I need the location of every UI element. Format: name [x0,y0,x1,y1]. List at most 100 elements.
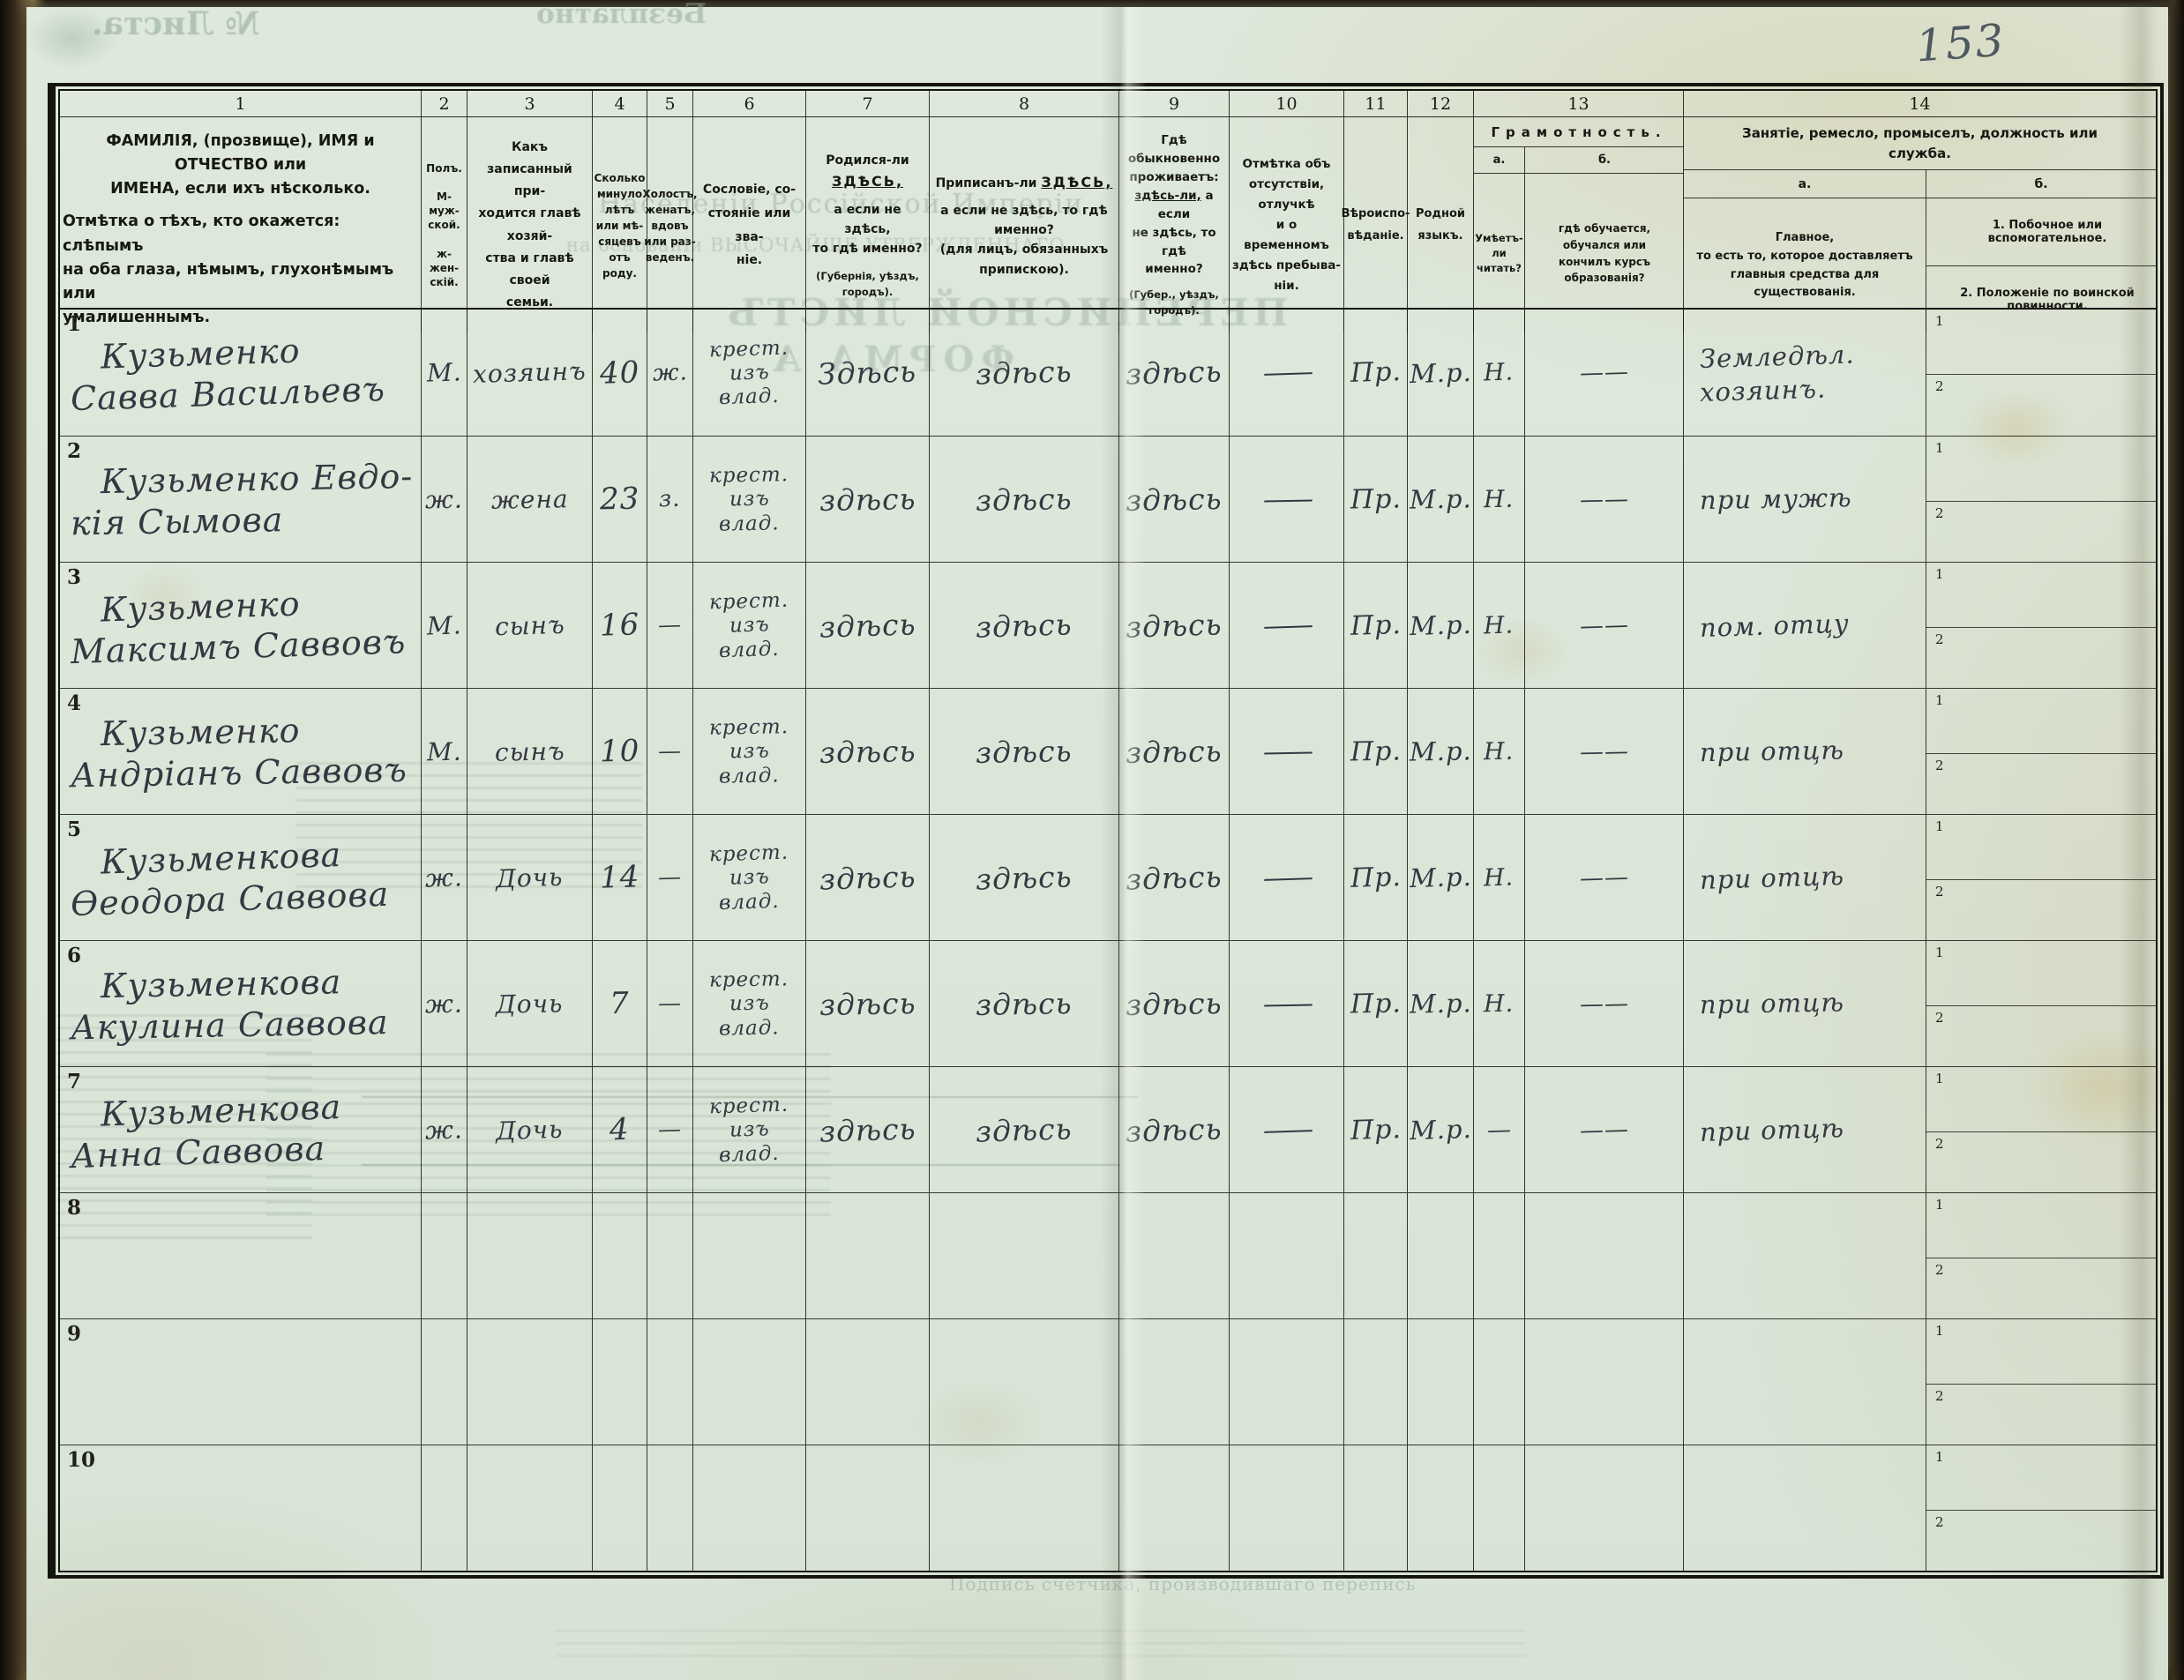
cell-language: М.р. [1408,815,1474,940]
entry-name-line2: Акулина Саввова [70,1002,389,1048]
secondary-occupation-subcell: 1 [1926,563,2156,628]
row-number: 5 [67,818,82,841]
col-number: 8 [930,91,1119,116]
header-occupation-b: б. [1926,170,2156,198]
header-residence-a: Гдѣ обыкновенно проживаетъ: [1127,133,1221,184]
military-status-subcell: 2 [1926,502,2156,562]
header-occupation-secondary: 1. Побочное или вспомогательное. 2. Поло… [1926,198,2156,333]
cell-registration: здѣсь [930,310,1119,436]
cell-relation: Дочь [467,1067,593,1192]
header-residence-d: (Губер., уѣздъ, городъ). [1129,288,1219,317]
cell-religion [1344,1193,1408,1318]
paper-stain [2029,1030,2179,1145]
header-literacy-title: Грамотность. [1474,117,1684,147]
cell-occupation-secondary: 1 2 [1926,310,2156,436]
cell-literacy-read [1474,1193,1525,1318]
cell-relation [467,1319,593,1445]
col-number: 1 [60,91,422,116]
subcell-label-1: 1 [1935,440,1944,456]
bleed-line [362,1096,1138,1098]
cell-age: 10 [593,689,647,814]
bleedthrough-free-label: Безплатно [536,0,707,30]
cell-registration [930,1193,1119,1318]
cell-language: М.р. [1408,437,1474,562]
cell-absence [1230,1319,1344,1445]
cell-sex: М. [422,310,467,436]
cell-name: 5 Кузьменкова Ѳеодора Саввова [60,815,422,940]
header-marital: Холостъ, женатъ, вдовъ или раз- веденъ. [642,117,698,333]
header-absence: Отмѣтка объ отсутствіи, отлучкѣ и о врем… [1230,117,1344,333]
entry-name-line2: кія Сымова [70,499,284,543]
header-birthplace-here: ЗДѢСЬ, [831,172,904,190]
header-birthplace: Родился-ли ЗДѢСЬ, а если не здѣсь, то гд… [806,117,930,333]
cell-residence: здѣсь [1119,941,1230,1066]
header-literacy: Грамотность. а. б. Умѣетъ- ли читать? гд… [1474,117,1684,333]
cell-occupation-secondary: 1 2 [1926,815,2156,940]
military-status-subcell: 2 [1926,1511,2156,1571]
cell-literacy-read [1474,1445,1525,1571]
cell-religion: Пр. [1344,1067,1408,1192]
cell-literacy-read: — [1474,1067,1525,1192]
header-residence-here: здѣсь-ли, [1134,188,1201,203]
header-occupation-title: Занятіе, ремесло, промыселъ, должность и… [1684,117,2156,170]
header-sex: Полъ. М-муж- ской. ж-жен- скій. [422,117,467,333]
row-number: 9 [67,1322,82,1346]
cell-literacy-where: —— [1525,437,1684,562]
subcell-label-2: 2 [1935,631,1944,647]
subcell-label-2: 2 [1935,378,1944,395]
military-status-subcell: 2 [1926,628,2156,688]
cell-religion: Пр. [1344,310,1408,436]
entry-name-line2: Андріанъ Саввовъ [70,750,408,795]
header-occupation-a: а. [1684,170,1926,198]
secondary-occupation-subcell: 1 [1926,1319,2156,1385]
cell-marital [647,1445,693,1571]
row-number: 3 [67,565,82,589]
entry-name-line2 [71,1337,415,1348]
cell-birthplace: Здѣсь [806,310,930,436]
cell-absence: —— [1230,563,1344,688]
entry-name-line1: Кузьменко Евдо- [100,456,414,502]
cell-literacy-where: —— [1525,941,1684,1066]
row-number: 7 [67,1070,82,1094]
cell-language [1408,1193,1474,1318]
header-name-note: Отмѣтка о тѣхъ, кто окажется: слѣпымъ на… [63,213,394,326]
col-number: 14 [1909,93,1931,114]
cell-birthplace [806,1445,930,1571]
cell-registration: здѣсь [930,689,1119,814]
header-occupation: Занятіе, ремесло, промыселъ, должность и… [1684,117,2156,333]
cell-language: М.р. [1408,689,1474,814]
cell-occupation-main: при отцѣ [1684,1067,1926,1192]
col-number: 10 [1230,91,1344,116]
cell-religion: Пр. [1344,815,1408,940]
subcell-label-2: 2 [1935,1387,1944,1404]
cell-language: М.р. [1408,941,1474,1066]
cell-age: 4 [593,1067,647,1192]
col-number: 13 [1474,91,1684,116]
header-literacy-read: Умѣетъ- ли читать? [1474,174,1525,333]
cell-birthplace: здѣсь [806,815,930,940]
cell-occupation-main [1684,1193,1926,1318]
cell-registration: здѣсь [930,941,1119,1066]
header-estate: Сословіе, со- стояніе или зва- ніе. [693,117,806,333]
cell-language: М.р. [1408,310,1474,436]
subcell-label-1: 1 [1935,1323,1944,1339]
subcell-label-2: 2 [1935,757,1944,773]
military-status-subcell: 2 [1926,1258,2156,1318]
cell-occupation-main: при отцѣ [1684,941,1926,1066]
subcell-label-1: 1 [1935,945,1944,960]
cell-absence: —— [1230,941,1344,1066]
subcell-label-2: 2 [1935,1135,1944,1152]
cell-marital: — [647,815,693,940]
cell-literacy-read: Н. [1474,563,1525,688]
cell-name: 4 Кузьменко Андріанъ Саввовъ [60,689,422,814]
header-occupation-main: Главное, то есть то, которое доставляетъ… [1684,198,1926,333]
cell-marital: з. [647,437,693,562]
subcell-label-2: 2 [1935,504,1944,521]
secondary-occupation-subcell: 1 [1926,941,2156,1006]
bleed-paragraph [296,762,642,894]
header-birthplace-a: Родился-ли [826,153,909,168]
col-number: 5 [647,91,693,116]
cell-age: 23 [593,437,647,562]
cell-estate [693,1319,806,1445]
cell-name: 10 [60,1445,422,1571]
